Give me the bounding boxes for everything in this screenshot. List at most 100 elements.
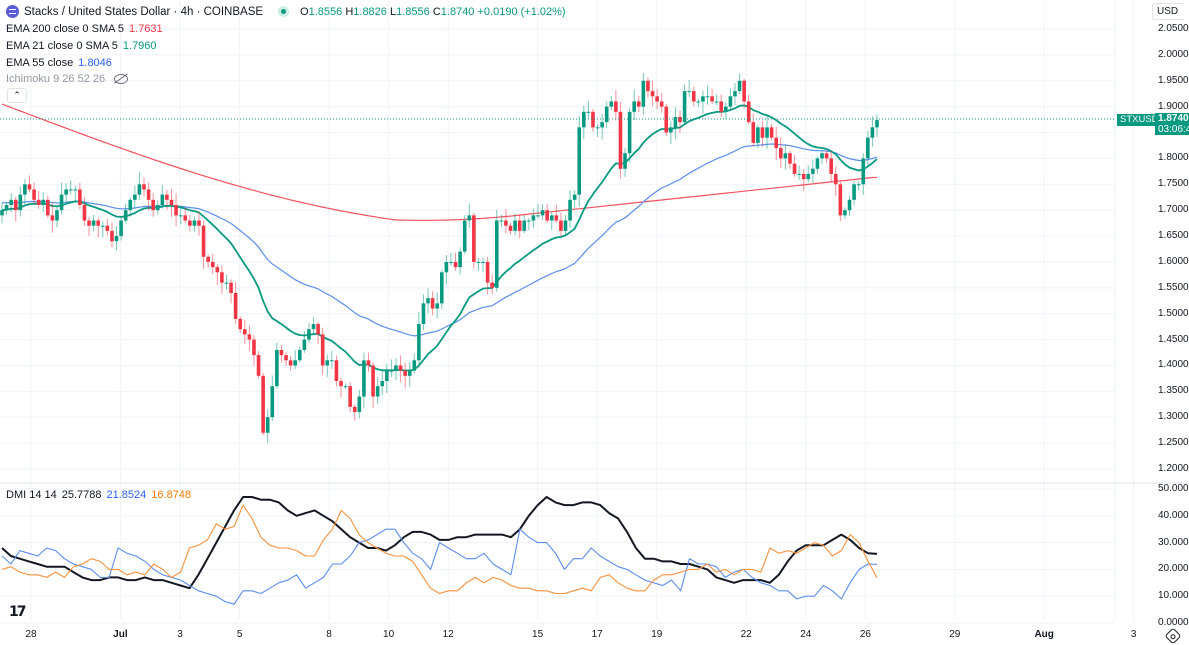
price-tick-label: 1.4000 [1158,359,1189,371]
candle-up [439,272,444,304]
bar-countdown: 03:06:4 [1158,124,1189,135]
candle-up [600,122,604,128]
candle-up [297,349,302,361]
candle-down [151,199,155,211]
candle-up [811,168,815,174]
candle-up [265,417,270,433]
candle-down [288,360,293,366]
price-tick-label: 1.7000 [1158,204,1189,216]
candle-down [559,220,563,231]
candle-down [646,80,650,92]
candle-down [792,163,797,174]
indicator-ema200[interactable]: EMA 200 close 0 SMA 5 1.7631 [6,23,163,35]
ema21-line [1,104,878,372]
candle-up [449,261,453,263]
candle-up [714,101,719,103]
candle-up [724,106,728,112]
candle-down [636,101,641,107]
candle-up [701,96,705,102]
candle-up [499,220,504,222]
candle-down [504,220,508,226]
high-value: 1.8826 [353,5,387,18]
candle-down [183,215,188,221]
candle-up [9,199,13,205]
hidden-eye-icon[interactable] [114,74,129,84]
candle-up [128,199,133,211]
candle-down [398,365,403,371]
candle-up [582,111,586,128]
candle-up [435,303,440,309]
change-value: +0.0190 (+1.02%) [477,5,566,18]
candle-down [233,293,238,319]
time-tick-label: 5 [236,629,243,640]
candle-down [174,205,178,216]
candle-down [371,365,375,397]
dmi-adx-line [1,496,878,590]
time-tick-label: 3 [1130,629,1137,640]
adx-value: 25.7788 [61,489,102,501]
candle-up [114,236,119,242]
indicator-label: Ichimoku 9 26 52 26 [6,73,106,85]
candle-up [737,80,742,92]
candle-down [96,220,101,226]
candle-down [46,199,50,216]
candle-up [669,127,673,133]
candle-up [192,220,197,226]
indicator-ichimoku[interactable]: Ichimoku 9 26 52 26 [6,73,129,85]
candle-up [861,158,866,185]
candle-up [577,127,582,195]
currency-label[interactable]: USD [1152,3,1185,20]
candle-up [696,101,701,103]
time-tick-label: 22 [740,629,752,640]
candle-up [467,215,472,221]
tradingview-logo-icon[interactable]: 17 [9,604,27,620]
candle-up [325,360,330,366]
candle-up [362,360,366,397]
price-tick-label: 1.2500 [1158,437,1189,449]
candle-down [78,189,82,205]
candle-up [531,215,536,221]
candle-up [797,173,801,175]
candle-up [123,210,128,221]
price-tick-label: 1.9500 [1158,74,1189,86]
candle-down [229,282,233,293]
candle-up [59,194,64,211]
dmi-legend[interactable]: DMI 14 14 25.7788 21.8524 16.8748 [6,489,191,501]
time-tick-label: 12 [442,629,454,640]
candle-up [407,370,412,376]
candle-down [252,339,256,356]
price-tick-label: 1.3000 [1158,411,1189,423]
candle-down [82,205,87,221]
candle-up [18,194,23,211]
time-tick-label: 17 [591,629,603,640]
candle-up [137,184,142,195]
indicator-ema55[interactable]: EMA 55 close 1.8046 [6,57,112,69]
candle-down [746,101,751,123]
candle-down [788,153,792,164]
candle-up [91,220,96,226]
candle-down [710,96,714,102]
candle-up [462,220,467,252]
candle-down [545,210,549,221]
ema55-polyline [1,143,878,337]
current-price-tag: 1.8740 03:06:4 [1155,113,1189,135]
price-tick-label: 1.3500 [1158,385,1189,397]
candle-up [728,96,733,107]
market-status-icon[interactable] [278,6,290,17]
symbol-title[interactable]: Stacks / United States Dollar · 4h · COI… [24,5,264,18]
indicator-label: EMA 21 close 0 SMA 5 [6,40,118,52]
candle-up [549,215,554,221]
candle-up [682,91,687,123]
candle-up [875,120,879,128]
candle-down [197,220,201,226]
time-tick-label: 8 [326,629,332,640]
candle-down [760,127,765,138]
candle-up [783,153,788,159]
candle-down [27,184,32,190]
collapse-legend-button[interactable]: ⌃ [7,88,27,103]
symbol-legend[interactable]: Stacks / United States Dollar · 4h · COI… [6,5,566,18]
indicator-ema21[interactable]: EMA 21 close 0 SMA 5 1.7960 [6,40,157,52]
candle-up [311,324,316,330]
candle-up [866,137,870,159]
